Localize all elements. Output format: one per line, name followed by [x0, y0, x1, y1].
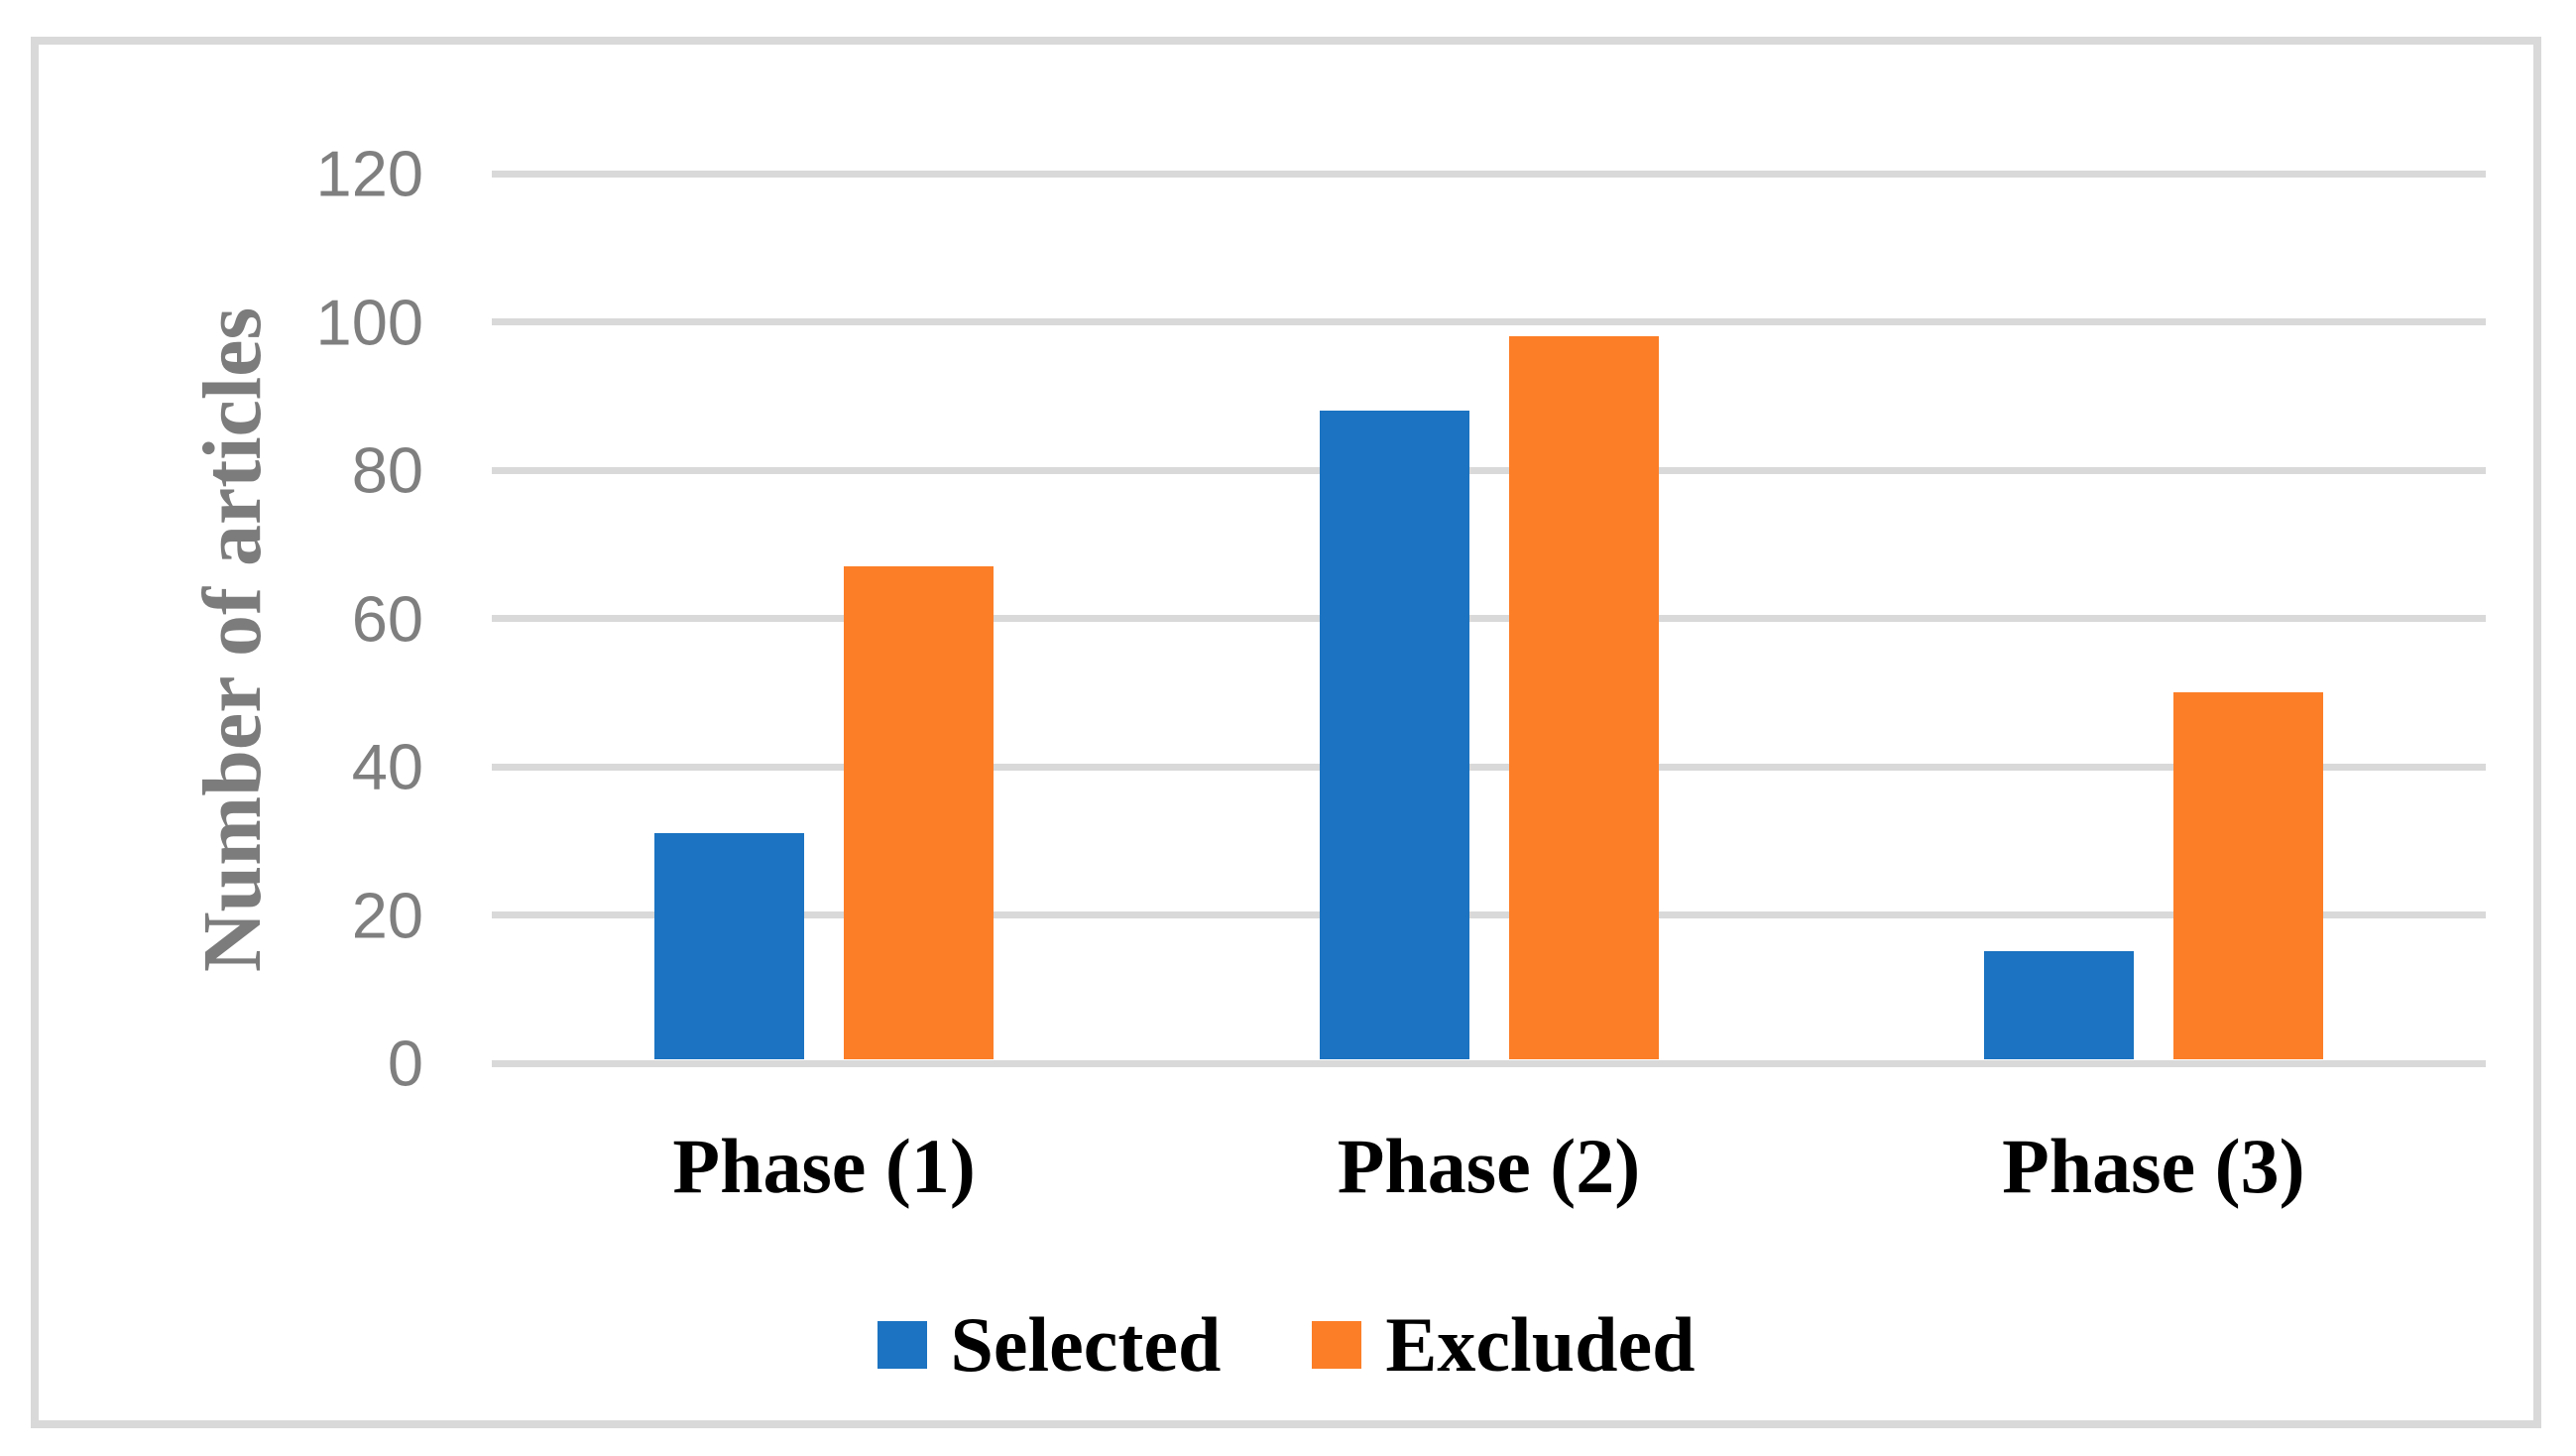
y-tick-label: 20 — [351, 879, 423, 951]
y-tick-label: 80 — [351, 433, 423, 507]
legend-swatch-selected — [877, 1321, 927, 1369]
gridline-y-100 — [492, 318, 2486, 325]
gridline-y-40 — [492, 763, 2486, 771]
bar-excluded-phase-2 — [1508, 335, 1659, 1059]
gridline-y-60 — [492, 615, 2486, 622]
plot-area: 0 20 40 60 80 100 120 — [316, 142, 2486, 1096]
x-category-label: Phase (1) — [672, 1123, 976, 1209]
bar-selected-phase-1 — [654, 832, 805, 1059]
legend-label: Selected — [950, 1301, 1222, 1388]
y-tick-label: 120 — [315, 137, 423, 210]
y-axis-title: Number of articles — [186, 306, 279, 973]
x-category-label: Phase (3) — [2002, 1123, 2305, 1209]
gridline-y-0 — [492, 1059, 2486, 1067]
legend-label: Excluded — [1385, 1301, 1696, 1388]
y-tick-label: 60 — [351, 582, 423, 655]
legend-swatch-excluded — [1312, 1321, 1362, 1369]
bar-selected-phase-3 — [1983, 951, 2134, 1059]
x-category-label: Phase (2) — [1337, 1123, 1641, 1209]
y-tick-label: 40 — [351, 730, 423, 803]
y-tick-label: 0 — [387, 1027, 423, 1100]
chart-frame: Number of articles 0 20 40 60 80 100 120 Phase… — [31, 37, 2541, 1428]
legend: Selected Excluded — [39, 1306, 2533, 1384]
bar-excluded-phase-3 — [2172, 691, 2323, 1059]
gridline-y-80 — [492, 466, 2486, 474]
legend-item-selected: Selected — [877, 1301, 1222, 1388]
bar-selected-phase-2 — [1319, 410, 1469, 1059]
legend-item-excluded: Excluded — [1312, 1306, 1695, 1384]
gridline-y-20 — [492, 911, 2486, 918]
bar-excluded-phase-1 — [844, 565, 995, 1059]
y-tick-label: 100 — [315, 286, 423, 358]
gridline-y-120 — [492, 170, 2486, 178]
